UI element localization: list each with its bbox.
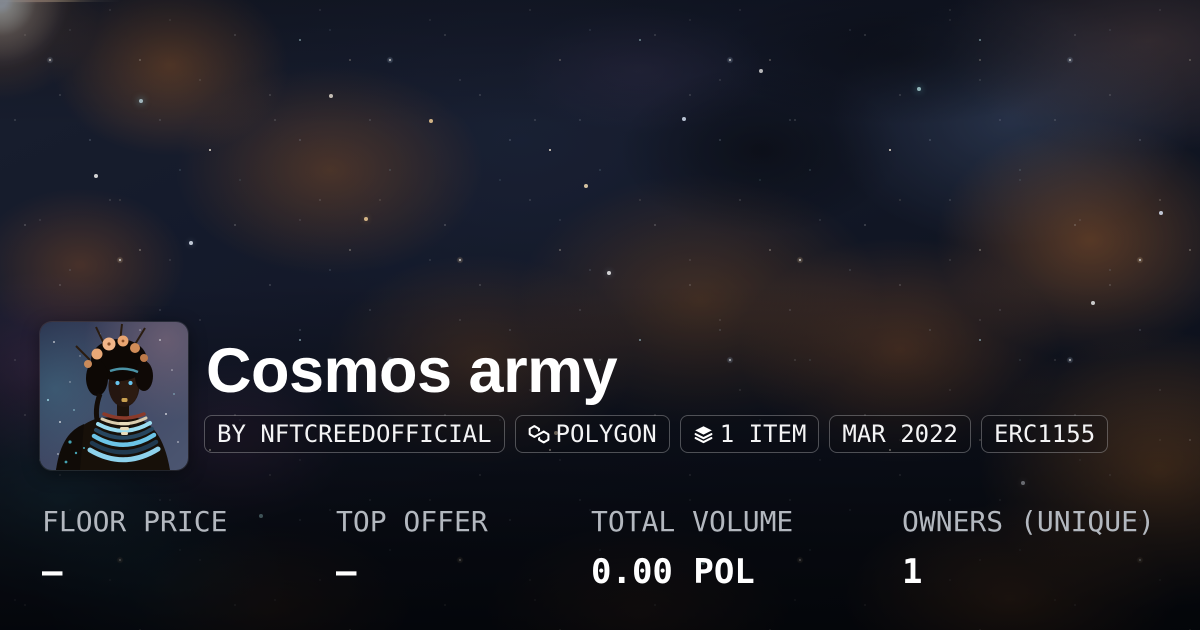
- avatar-portrait-art: [40, 322, 188, 470]
- stat-label: OWNERS (UNIQUE): [902, 505, 1155, 538]
- creator-badge[interactable]: BY NFTCREEDOFFICIAL: [204, 415, 505, 453]
- chain-badge[interactable]: POLYGON: [514, 415, 670, 453]
- token-standard-label: ERC1155: [994, 420, 1096, 448]
- stat-owners: OWNERS (UNIQUE) 1: [902, 506, 1155, 592]
- stat-label: TOTAL VOLUME: [591, 505, 794, 538]
- collection-avatar[interactable]: [40, 322, 188, 470]
- stat-value: 0.00 POL: [591, 552, 755, 592]
- stat-value: —: [42, 552, 63, 592]
- stat-value: —: [336, 552, 357, 592]
- stats-row: FLOOR PRICE — TOP OFFER — TOTAL VOLUME 0…: [0, 506, 1200, 606]
- stat-label: FLOOR PRICE: [42, 505, 228, 538]
- creator-badge-label: BY NFTCREEDOFFICIAL: [217, 420, 492, 448]
- token-standard-badge: ERC1155: [981, 415, 1109, 453]
- stat-label: TOP OFFER: [336, 505, 488, 538]
- polygon-icon: [528, 424, 550, 444]
- chain-badge-label: POLYGON: [555, 420, 657, 448]
- collection-title: Cosmos army: [206, 336, 618, 406]
- stat-total-volume: TOTAL VOLUME 0.00 POL: [591, 506, 793, 592]
- created-date-label: MAR 2022: [842, 420, 958, 448]
- badge-row: BY NFTCREEDOFFICIAL POLYGON: [204, 415, 1109, 453]
- stat-value: 1: [902, 552, 923, 592]
- layers-icon: [693, 424, 714, 445]
- items-badge-label: 1 ITEM: [719, 420, 807, 448]
- created-date-badge: MAR 2022: [829, 415, 971, 453]
- stat-floor-price: FLOOR PRICE —: [42, 506, 227, 592]
- stat-top-offer: TOP OFFER —: [336, 506, 488, 592]
- items-badge: 1 ITEM: [679, 415, 820, 453]
